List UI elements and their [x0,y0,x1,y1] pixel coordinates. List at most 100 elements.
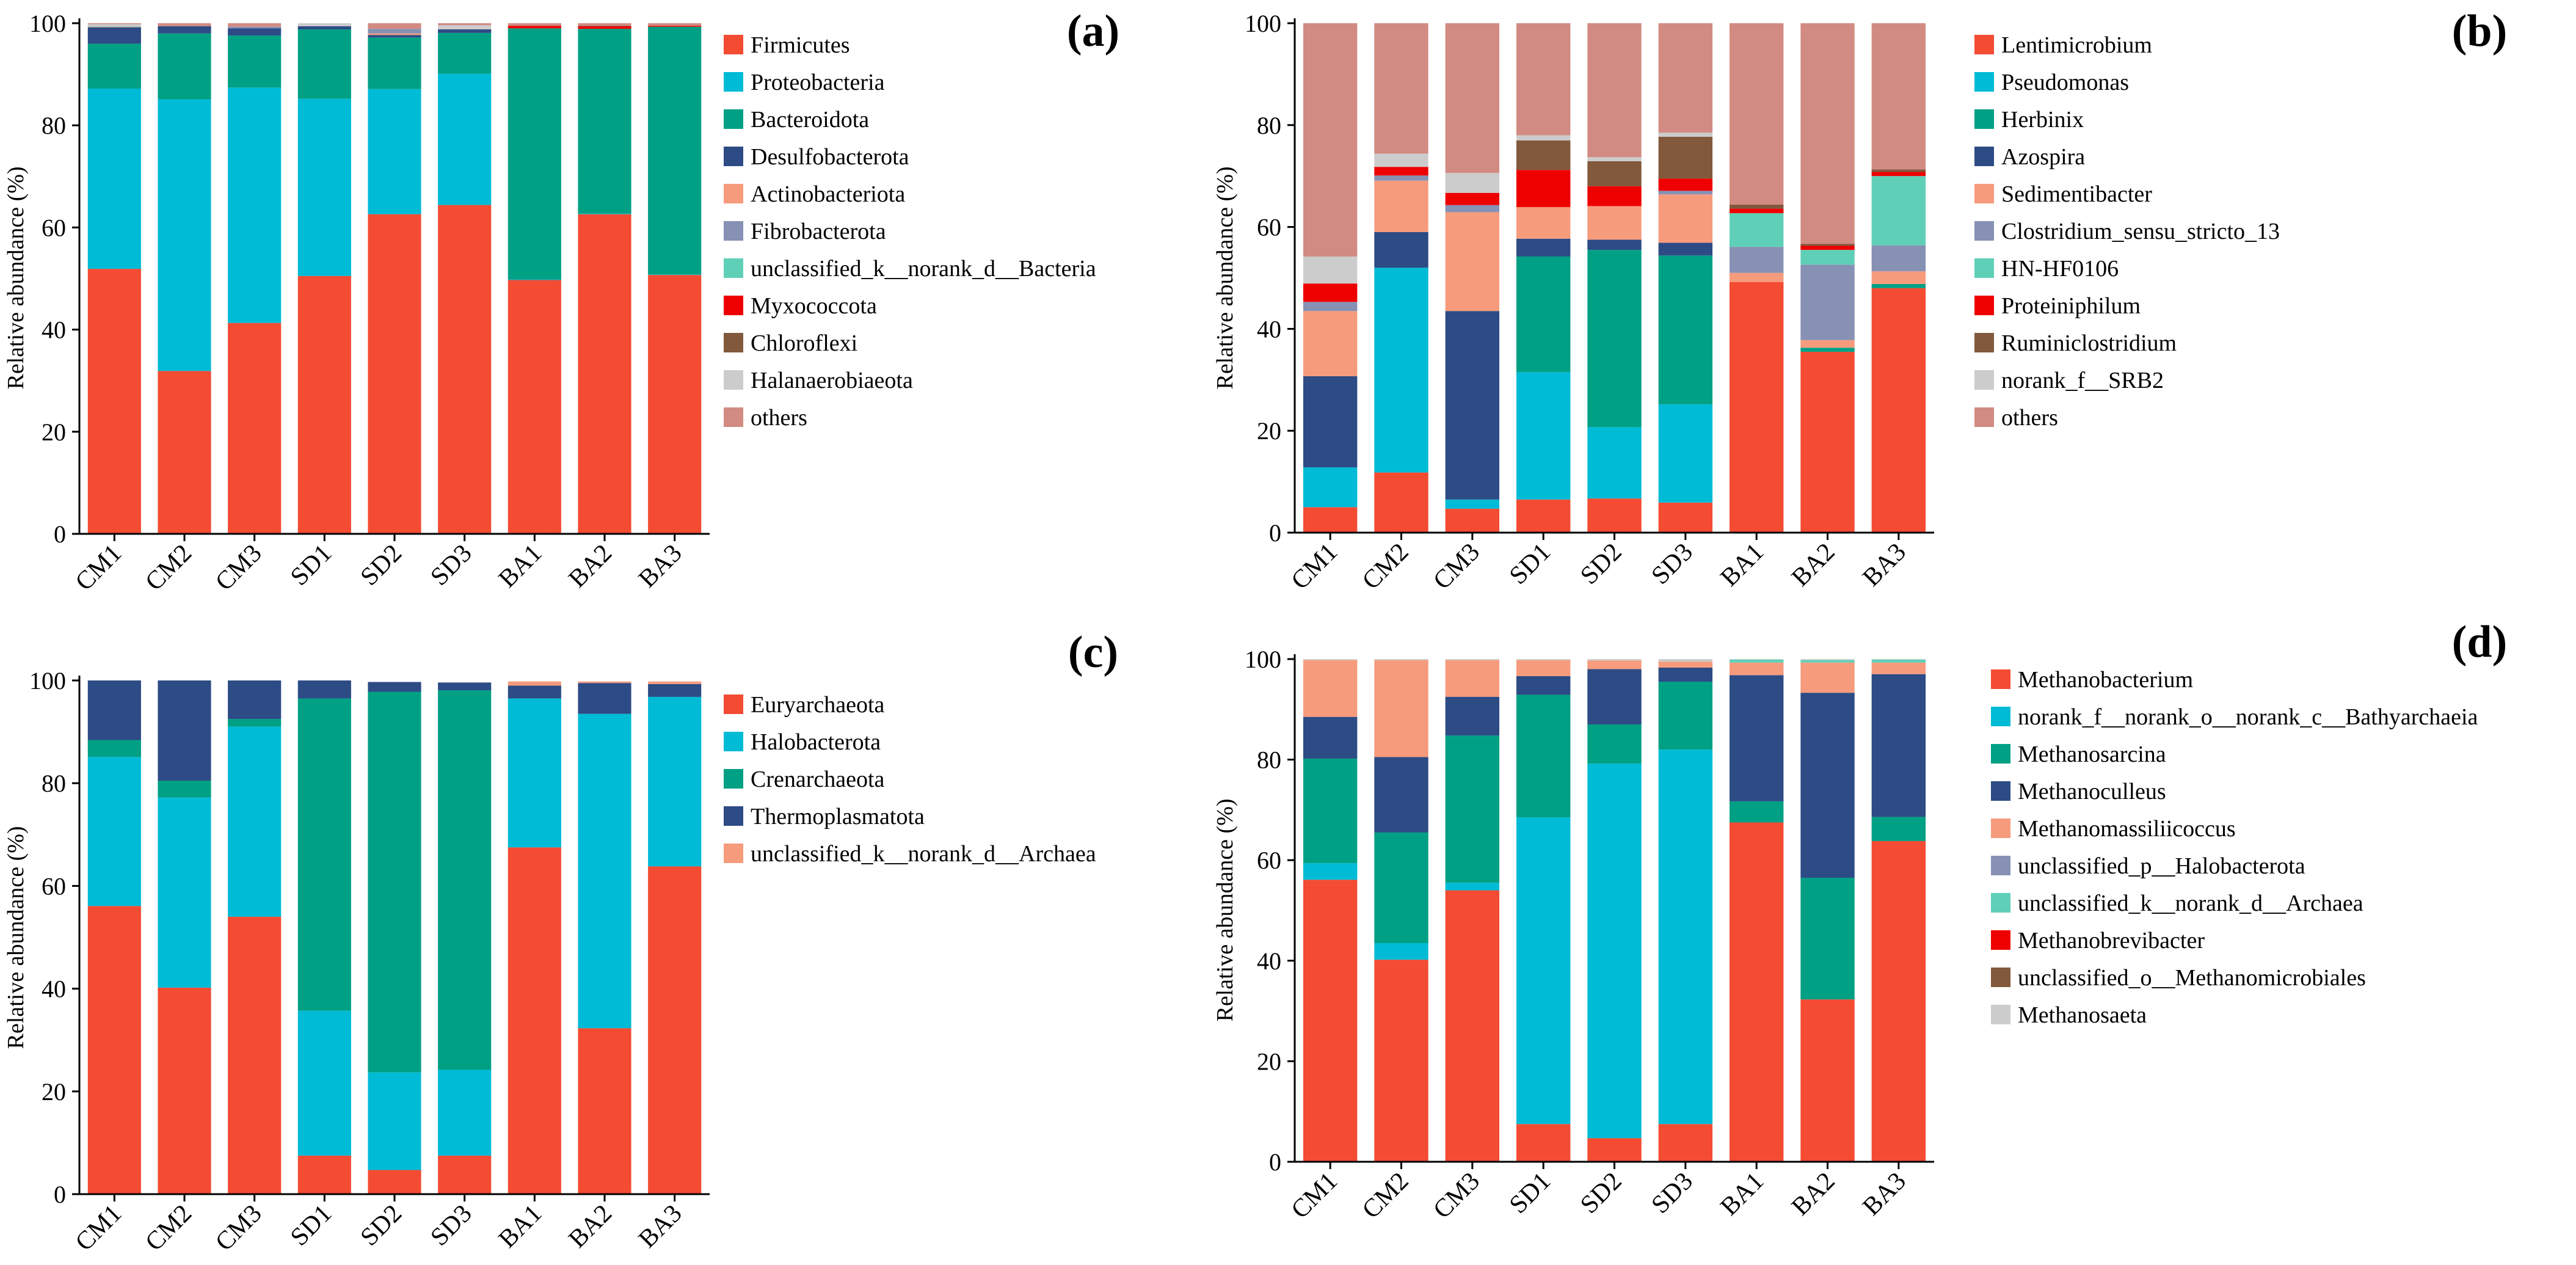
bars [87,680,702,1194]
bar-segment-CM1-11 [87,23,141,24]
x-tick-label-CM3: CM3 [1428,1167,1485,1225]
bar-segment-SD3-1 [438,1155,492,1194]
x-tick-label-SD1: SD1 [1504,538,1556,590]
bar-segment-SD3-10 [1658,133,1713,137]
x-tick-label-SD2: SD2 [355,1200,407,1252]
bar-segment-BA2-5 [1800,340,1855,348]
bar-segment-CM3-1 [1445,508,1500,533]
bar-segment-SD2-5 [1587,660,1642,669]
legend-swatch [1974,370,1994,390]
bar-segment-SD1-4 [1516,676,1571,695]
bar-segment-SD1-1 [297,275,351,534]
bar-segment-BA2-9 [1800,244,1855,246]
bar-segment-BA2-4 [1800,693,1855,878]
y-tick-label: 80 [1257,746,1281,774]
bar-segment-SD3-11 [1658,23,1713,133]
bar-segment-CM2-2 [158,99,211,371]
bar-segment-SD1-2 [1516,817,1571,1125]
bar-segment-CM2-4 [158,680,211,781]
bar-segment-CM3-11 [228,23,282,27]
y-tick-label: 20 [1257,1048,1281,1075]
x-tick-label-SD2: SD2 [1575,538,1627,590]
bar-segment-BA1-11 [508,23,561,26]
bar-segment-SD2-5 [1587,206,1642,240]
bars [1303,659,1926,1162]
y-tick-label: 60 [42,214,66,241]
legend-entry-label: Pseudomonas [2001,70,2129,95]
bar-segment-BA1-8 [1729,208,1784,214]
bar-segment-BA3-7 [1871,659,1926,663]
x-tick-label-SD3: SD3 [1646,538,1698,590]
legend-entry-label: Proteiniphilum [2001,293,2141,319]
bar-segment-SD3-3 [438,690,492,1070]
bar-segment-CM1-8 [1303,283,1358,302]
bar-segment-CM1-1 [1303,880,1358,1162]
legend-entry-label: Clostridium_sensu_stricto_13 [2001,219,2280,244]
bar-segment-SD3-3 [1658,682,1713,750]
bar-segment-SD2-4 [1587,669,1642,724]
x-tick-label-SD1: SD1 [285,539,337,591]
y-axis-title: Relative abundance (%) [1212,166,1238,389]
bar-segment-CM1-7 [87,26,141,27]
bar-segment-SD1-5 [1516,207,1571,239]
x-tick-label-BA1: BA1 [493,539,548,594]
x-tick-label-BA1: BA1 [493,1200,548,1254]
legend-swatch [724,296,743,315]
x-tick-label-BA2: BA2 [563,1200,617,1254]
y-axis-title: Relative abundance (%) [3,166,29,389]
bar-segment-SD2-3 [1587,724,1642,764]
bar-segment-SD1-4 [297,26,351,30]
bar-segment-SD3-2 [438,1070,492,1156]
y-tick-label: 40 [1257,315,1281,343]
bar-segment-SD1-4 [297,680,351,699]
panel-label: (a) [1067,6,1119,56]
bar-segment-BA3-5 [1871,271,1926,285]
legend-entry-label: unclassified_o__Methanomicrobiales [2018,965,2366,991]
bar-segment-CM2-2 [1374,942,1428,960]
legend-entry-label: Crenarchaeota [751,767,885,792]
bars [1303,23,1926,533]
legend-swatch [1991,1005,2010,1024]
legend-entry-label: Fibrobacterota [751,219,886,244]
bar-segment-SD2-11 [1587,23,1642,158]
bar-segment-SD1-2 [297,1010,351,1156]
bar-segment-SD1-3 [1516,256,1571,373]
bar-segment-SD3-11 [438,23,492,26]
y-tick-label: 0 [54,520,66,548]
legend-entry-label: HN-HF0106 [2001,256,2119,282]
y-tick-label: 100 [29,10,66,37]
x-tick-label-SD3: SD3 [1646,1167,1698,1219]
bar-segment-BA1-1 [508,280,561,534]
bar-segment-SD2-5 [368,33,421,35]
bar-segment-SD1-10 [1516,659,1571,660]
legend-swatch [724,769,743,789]
legend-entry-label: norank_f__SRB2 [2001,368,2164,393]
bar-segment-BA2-4 [578,683,631,714]
bar-segment-CM1-2 [1303,467,1358,508]
y-tick-label: 100 [1245,646,1281,673]
bar-segment-BA3-9 [1871,169,1926,172]
legend-swatch [724,407,743,427]
legend-entry-label: Thermoplasmatota [751,804,925,829]
x-tick-label-BA1: BA1 [1716,1167,1770,1222]
bar-segment-CM1-1 [87,906,141,1194]
bar-segment-CM1-4 [1303,716,1358,759]
bar-segment-SD3-4 [438,682,492,690]
legend-swatch [724,221,743,241]
bar-segment-SD3-6 [1658,191,1713,195]
legend-entry-label: unclassified_k__norank_d__Archaea [2018,891,2363,916]
legend: Firmicutes Proteobacteria Bacteroidota Desu… [724,32,1096,431]
bar-segment-SD1-2 [1516,372,1571,500]
y-tick-label: 40 [42,316,66,344]
bar-segment-SD1-8 [1516,170,1571,208]
bar-segment-BA3-3 [648,26,702,275]
legend-swatch [724,694,743,714]
legend-swatch [1991,744,2010,764]
legend-swatch [724,806,743,826]
x-tick-label-CM1: CM1 [70,1200,128,1257]
y-tick-label: 20 [42,1078,66,1106]
legend-entry-label: Methanosarcina [2018,742,2166,767]
bar-segment-BA3-5 [648,681,702,684]
bar-segment-SD1-11 [1516,23,1571,136]
